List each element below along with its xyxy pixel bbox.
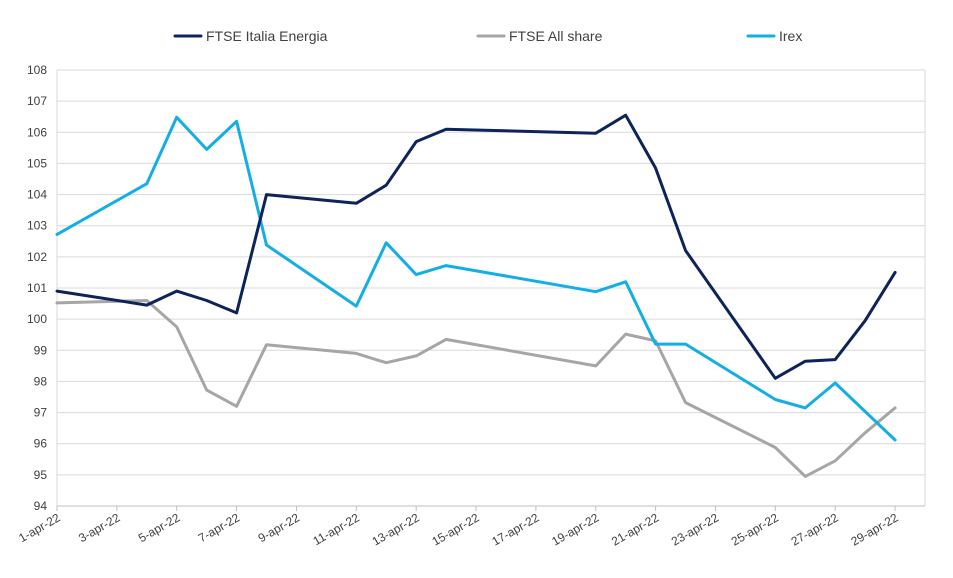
legend-label: Irex — [779, 28, 802, 44]
x-axis — [56, 505, 925, 511]
y-tick-label: 108 — [27, 63, 47, 77]
x-tick-label: 9-apr-22 — [256, 510, 303, 545]
x-axis-tick-labels: 1-apr-22 3-apr-22 5-apr-22 7-apr-22 9-apr-22… — [16, 510, 901, 548]
legend-label: FTSE All share — [509, 28, 603, 44]
y-tick-label: 97 — [34, 406, 48, 420]
gridlines — [56, 69, 926, 507]
y-tick-label: 100 — [27, 312, 47, 326]
series-line-irex — [55, 115, 897, 442]
y-tick-label: 104 — [27, 188, 47, 202]
x-tick-label: 13-apr-22 — [370, 510, 422, 548]
series-line-ftse-italia-energia — [55, 113, 897, 380]
x-tick-label: 7-apr-22 — [196, 510, 243, 545]
x-tick-label: 23-apr-22 — [669, 510, 721, 548]
series-line-ftse-all-share — [55, 299, 897, 478]
y-tick-label: 96 — [34, 437, 48, 451]
x-tick-label: 21-apr-22 — [609, 510, 661, 548]
x-tick-label: 3-apr-22 — [76, 510, 123, 545]
x-tick-label: 5-apr-22 — [136, 510, 183, 545]
y-tick-label: 103 — [27, 219, 47, 233]
y-tick-label: 94 — [34, 499, 48, 513]
y-tick-label: 102 — [27, 250, 47, 264]
x-tick-label: 15-apr-22 — [429, 510, 481, 548]
x-tick-label: 11-apr-22 — [311, 510, 363, 548]
legend: FTSE Italia Energia FTSE All share Irex — [173, 28, 802, 44]
y-tick-label: 101 — [27, 281, 47, 295]
series-lines — [55, 113, 897, 478]
y-tick-label: 98 — [34, 374, 48, 388]
x-tick-label: 25-apr-22 — [729, 510, 781, 548]
y-tick-label: 99 — [34, 343, 48, 357]
y-tick-label: 106 — [27, 125, 47, 139]
x-tick-label: 17-apr-22 — [489, 510, 541, 548]
y-tick-label: 107 — [27, 94, 47, 108]
x-tick-label: 1-apr-22 — [16, 510, 63, 545]
x-tick-label: 29-apr-22 — [849, 510, 901, 548]
x-tick-label: 27-apr-22 — [789, 510, 841, 548]
legend-label: FTSE Italia Energia — [206, 28, 328, 44]
y-tick-label: 105 — [27, 156, 47, 170]
y-axis-tick-labels: 94 95 96 97 98 99 100 101 102 103 104 105 106 107 108 — [27, 63, 47, 513]
y-tick-label: 95 — [34, 468, 48, 482]
x-tick-label: 19-apr-22 — [549, 510, 601, 548]
